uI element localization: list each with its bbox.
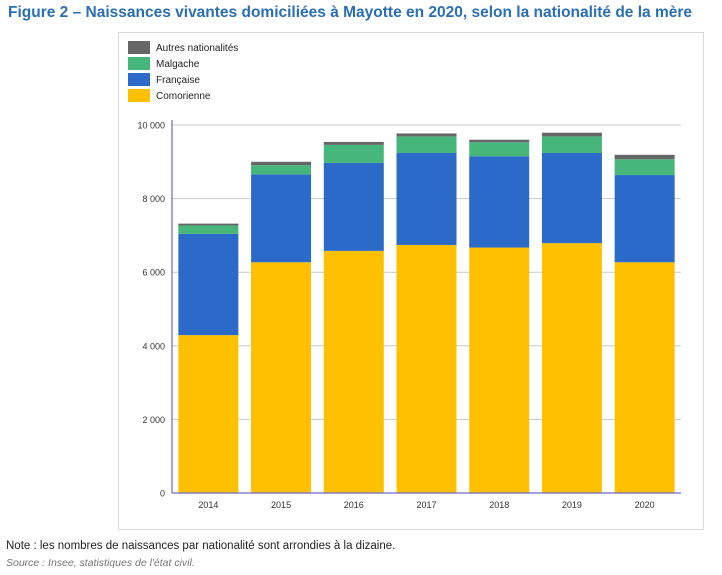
- bars: [178, 132, 675, 493]
- bar-autres-nationalites: [469, 139, 530, 143]
- legend-swatch-comorienne: [128, 89, 150, 102]
- y-tick-label: 2 000: [142, 415, 165, 425]
- bar-autres-nationalites: [614, 154, 675, 160]
- legend-swatch-autres-nationalites: [128, 41, 150, 54]
- bar-comorienne: [614, 262, 675, 493]
- chart-legend: Autres nationalités Malgache Française Como…: [128, 41, 238, 102]
- bar-autres-nationalites: [251, 161, 312, 166]
- bar-comorienne: [541, 243, 602, 493]
- bar-comorienne: [323, 250, 384, 493]
- bar-malgache: [251, 165, 312, 175]
- bar-malgache: [469, 142, 530, 157]
- legend-swatch-francaise: [128, 73, 150, 86]
- x-tick-label: 2016: [344, 500, 364, 510]
- bar-comorienne: [469, 247, 530, 493]
- bar-francaise: [396, 152, 457, 245]
- bar-francaise: [251, 174, 312, 263]
- bar-autres-nationalites: [178, 223, 239, 226]
- bar-autres-nationalites: [323, 141, 384, 145]
- x-tick-label: 2020: [635, 500, 655, 510]
- bar-malgache: [614, 159, 675, 176]
- chart-title: Figure 2 – Naissances vivantes domicilié…: [8, 4, 693, 21]
- bar-malgache: [541, 136, 602, 153]
- y-tick-label: 6 000: [142, 268, 165, 278]
- bar-malgache: [323, 144, 384, 163]
- bar-francaise: [323, 162, 384, 251]
- bar-francaise: [178, 233, 239, 336]
- bar-comorienne: [178, 335, 239, 493]
- x-tick-label: 2018: [489, 500, 509, 510]
- x-tick-label: 2019: [562, 500, 582, 510]
- bar-francaise: [614, 175, 675, 263]
- chart-source: Source : Insee, statistiques de l'état c…: [6, 557, 195, 569]
- x-tick-label: 2014: [198, 500, 218, 510]
- legend-label-malgache: Malgache: [156, 59, 200, 70]
- bar-autres-nationalites: [541, 132, 602, 137]
- x-tick-label: 2015: [271, 500, 291, 510]
- y-tick-label: 10 000: [137, 121, 165, 131]
- y-tick-label: 0: [160, 489, 165, 499]
- legend-label-francaise: Française: [156, 75, 200, 86]
- x-tick-label: 2017: [416, 500, 436, 510]
- bar-comorienne: [251, 262, 312, 493]
- bar-comorienne: [396, 244, 457, 493]
- bar-autres-nationalites: [396, 133, 457, 137]
- y-tick-label: 4 000: [142, 341, 165, 351]
- y-tick-label: 8 000: [142, 194, 165, 204]
- bar-malgache: [396, 136, 457, 153]
- stacked-bar-chart: Autres nationalités Malgache Française Como…: [128, 41, 681, 510]
- bar-malgache: [178, 225, 239, 234]
- bar-francaise: [541, 152, 602, 244]
- legend-label-comorienne: Comorienne: [156, 91, 211, 102]
- chart-note: Note : les nombres de naissances par nat…: [6, 540, 396, 552]
- axes: 0 2 000 4 000 6 000 8 000 10 000 2014 2015 2016 2…: [137, 120, 681, 510]
- legend-label-autres-nationalites: Autres nationalités: [156, 43, 238, 54]
- bar-francaise: [469, 156, 530, 248]
- chart-frame: Autres nationalités Malgache Française Como…: [118, 32, 704, 530]
- legend-swatch-malgache: [128, 57, 150, 70]
